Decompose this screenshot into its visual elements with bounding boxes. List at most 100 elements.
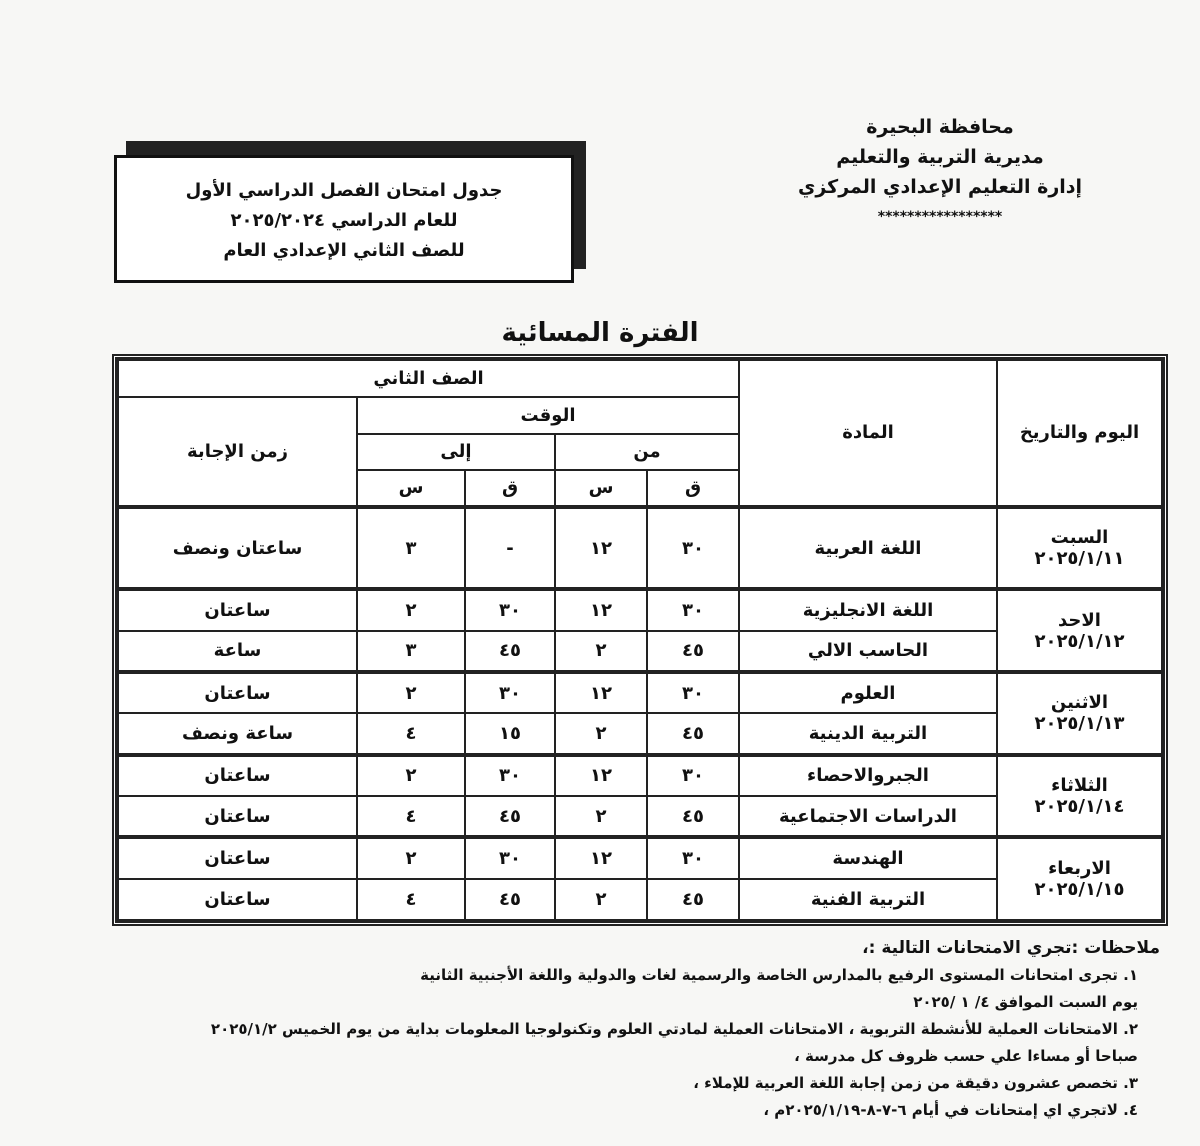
from-q-cell: ٤٥ — [646, 629, 740, 674]
duration-cell: ساعة — [117, 629, 358, 674]
subject-cell: التربية الدينية — [738, 712, 998, 756]
header-from-minutes: ق — [646, 468, 740, 508]
from-s-cell: ١٢ — [554, 669, 648, 715]
header-to: إلى — [356, 433, 556, 471]
note-item: يوم السبت الموافق ٤/ ١ /٢٠٢٥ — [913, 993, 1138, 1011]
period-title: الفترة المسائية — [501, 318, 699, 348]
duration-cell: ساعتان — [117, 752, 358, 798]
note-item: صباحا أو مساءا علي حسب ظروف كل مدرسة ، — [794, 1047, 1138, 1065]
header-grade: الصف الثاني — [117, 358, 740, 399]
day: السبت — [1050, 527, 1109, 549]
date: ٢٠٢٥/١/١٥ — [1034, 879, 1125, 901]
from-q-cell: ٣٠ — [646, 752, 740, 798]
to-q-cell: - — [464, 504, 556, 591]
subject-cell: الهندسة — [738, 835, 998, 880]
day-date-cell: الاربعاء ٢٠٢٥/١/١٥ — [996, 835, 1163, 921]
duration-cell: ساعتان — [117, 669, 358, 715]
day: الاحد — [1058, 609, 1101, 631]
exam-schedule-table: اليوم والتاريخ المادة الصف الثاني الوقت … — [112, 354, 1168, 926]
table-row: الدراسات الاجتماعية ٤٥ ٢ ٤٥ ٤ ساعتان — [117, 794, 1162, 839]
separator-stars: ***************** — [877, 209, 1003, 225]
header-to-hours: س — [356, 468, 466, 508]
day-date-cell: الثلاثاء ٢٠٢٥/١/١٤ — [996, 752, 1163, 839]
note-item: ١. تجرى امتحانات المستوى الرفيع بالمدارس… — [420, 966, 1138, 984]
day-date-cell: الاحد ٢٠٢٥/١/١٢ — [996, 587, 1163, 674]
subject-cell: الجبروالاحصاء — [738, 752, 998, 798]
from-s-cell: ٢ — [554, 877, 648, 922]
from-q-cell: ٤٥ — [646, 794, 740, 839]
title-box: جدول امتحان الفصل الدراسي الأول للعام ال… — [114, 155, 574, 283]
subject-cell: اللغة الانجليزية — [738, 587, 998, 632]
to-q-cell: ٤٥ — [464, 794, 556, 839]
title-line: للعام الدراسي ٢٠٢٥/٢٠٢٤ — [230, 210, 458, 231]
table-row: الاثنين ٢٠٢٥/١/١٣ العلوم ٣٠ ١٢ ٣٠ ٢ ساعتان — [117, 669, 1163, 756]
to-q-cell: ٣٠ — [464, 835, 556, 880]
administration: إدارة التعليم الإعدادي المركزي — [797, 176, 1083, 198]
to-s-cell: ٢ — [356, 752, 466, 798]
note-item: ٤. لاتجري اي إمتحانات في أيام ٦-٧-٨-٢٠٢٥… — [763, 1101, 1138, 1119]
day: الثلاثاء — [1051, 775, 1108, 796]
day-date-cell: الاثنين ٢٠٢٥/١/١٣ — [996, 670, 1163, 756]
day: الاربعاء — [1048, 858, 1111, 880]
day: الاثنين — [1050, 692, 1109, 714]
note-item: ٢. الامتحانات العملية للأنشطة التربوية ،… — [210, 1020, 1138, 1038]
header-duration: زمن الإجابة — [117, 396, 358, 508]
date: ٢٠٢٥/١/١٢ — [1034, 630, 1125, 652]
duration-cell: ساعتان — [117, 794, 358, 839]
to-q-cell: ٤٥ — [464, 629, 556, 674]
from-s-cell: ٢ — [554, 794, 648, 839]
notes-section: ملاحظات :تجري الامتحانات التالية :، ١. ت… — [60, 935, 1160, 1124]
to-s-cell: ٤ — [356, 794, 466, 839]
from-s-cell: ٢ — [554, 629, 648, 674]
duration-cell: ساعتان ونصف — [117, 504, 358, 591]
subject-cell: اللغة العربية — [738, 504, 998, 591]
from-s-cell: ١٢ — [554, 835, 648, 880]
from-q-cell: ٤٥ — [646, 877, 740, 922]
to-q-cell: ٤٥ — [464, 877, 556, 922]
from-s-cell: ٢ — [554, 712, 648, 756]
subject-cell: الدراسات الاجتماعية — [738, 794, 998, 839]
table-row: الاربعاء ٢٠٢٥/١/١٥ الهندسة ٣٠ ١٢ ٣٠ ٢ ساعتان — [117, 835, 1163, 921]
to-s-cell: ٢ — [356, 835, 466, 880]
from-q-cell: ٣٠ — [646, 835, 740, 880]
to-q-cell: ٣٠ — [464, 587, 556, 632]
date: ٢٠٢٥/١/١٤ — [1034, 796, 1125, 817]
day-date-cell: السبت ٢٠٢٥/١/١١ — [996, 504, 1163, 591]
from-s-cell: ١٢ — [554, 752, 648, 798]
header-time: الوقت — [356, 396, 740, 436]
from-s-cell: ١٢ — [554, 504, 648, 591]
header-from-hours: س — [554, 468, 648, 508]
from-s-cell: ١٢ — [554, 587, 648, 632]
from-q-cell: ٤٥ — [646, 712, 740, 756]
to-q-cell: ١٥ — [464, 712, 556, 756]
duration-cell: ساعتان — [117, 835, 358, 880]
table-row: السبت ٢٠٢٥/١/١١ اللغة العربية ٣٠ ١٢-٣ ساعتان … — [117, 504, 1163, 591]
duration-cell: ساعتان — [117, 587, 358, 632]
table-row: التربية الفنية ٤٥ ٢ ٤٥ ٤ ساعتان — [117, 877, 1162, 922]
duration-cell: ساعة ونصف — [117, 712, 358, 756]
table-row: الاحد ٢٠٢٥/١/١٢ اللغة الانجليزية ٣٠ ١٢ ٣٠ ٢ ساع… — [117, 587, 1163, 674]
directorate: مديرية التربية والتعليم — [836, 146, 1044, 168]
from-q-cell: ٣٠ — [646, 669, 740, 715]
title-line: للصف الثاني الإعدادي العام — [223, 240, 465, 261]
to-q-cell: ٣٠ — [464, 752, 556, 798]
from-q-cell: ٣٠ — [646, 504, 740, 591]
header-to-minutes: ق — [464, 468, 556, 508]
table-row: التربية الدينية ٤٥ ٢ ١٥ ٤ ساعة ونصف — [117, 712, 1162, 756]
to-s-cell: ٣ — [356, 504, 466, 591]
governorate: محافظة البحيرة — [866, 116, 1014, 138]
to-s-cell: ٣ — [356, 629, 466, 674]
from-q-cell: ٣٠ — [646, 587, 740, 632]
title-line: جدول امتحان الفصل الدراسي الأول — [185, 180, 503, 201]
to-s-cell: ٤ — [356, 712, 466, 756]
header-from: من — [554, 433, 740, 471]
table-row: الثلاثاء ٢٠٢٥/١/١٤ الجبروالاحصاء ٣٠ ١٢ ٣٠ ٢ ساع… — [117, 752, 1163, 839]
to-s-cell: ٤ — [356, 877, 466, 922]
notes-title: ملاحظات :تجري الامتحانات التالية :، — [862, 938, 1160, 958]
subject-cell: التربية الفنية — [738, 877, 998, 922]
ministry-header: محافظة البحيرة مديرية التربية والتعليم إ… — [790, 112, 1090, 232]
note-item: ٣. تخصص عشرون دقيقة من زمن إجابة اللغة ا… — [693, 1074, 1138, 1092]
subject-cell: الحاسب الالي — [738, 629, 998, 674]
date: ٢٠٢٥/١/١٣ — [1034, 713, 1125, 735]
